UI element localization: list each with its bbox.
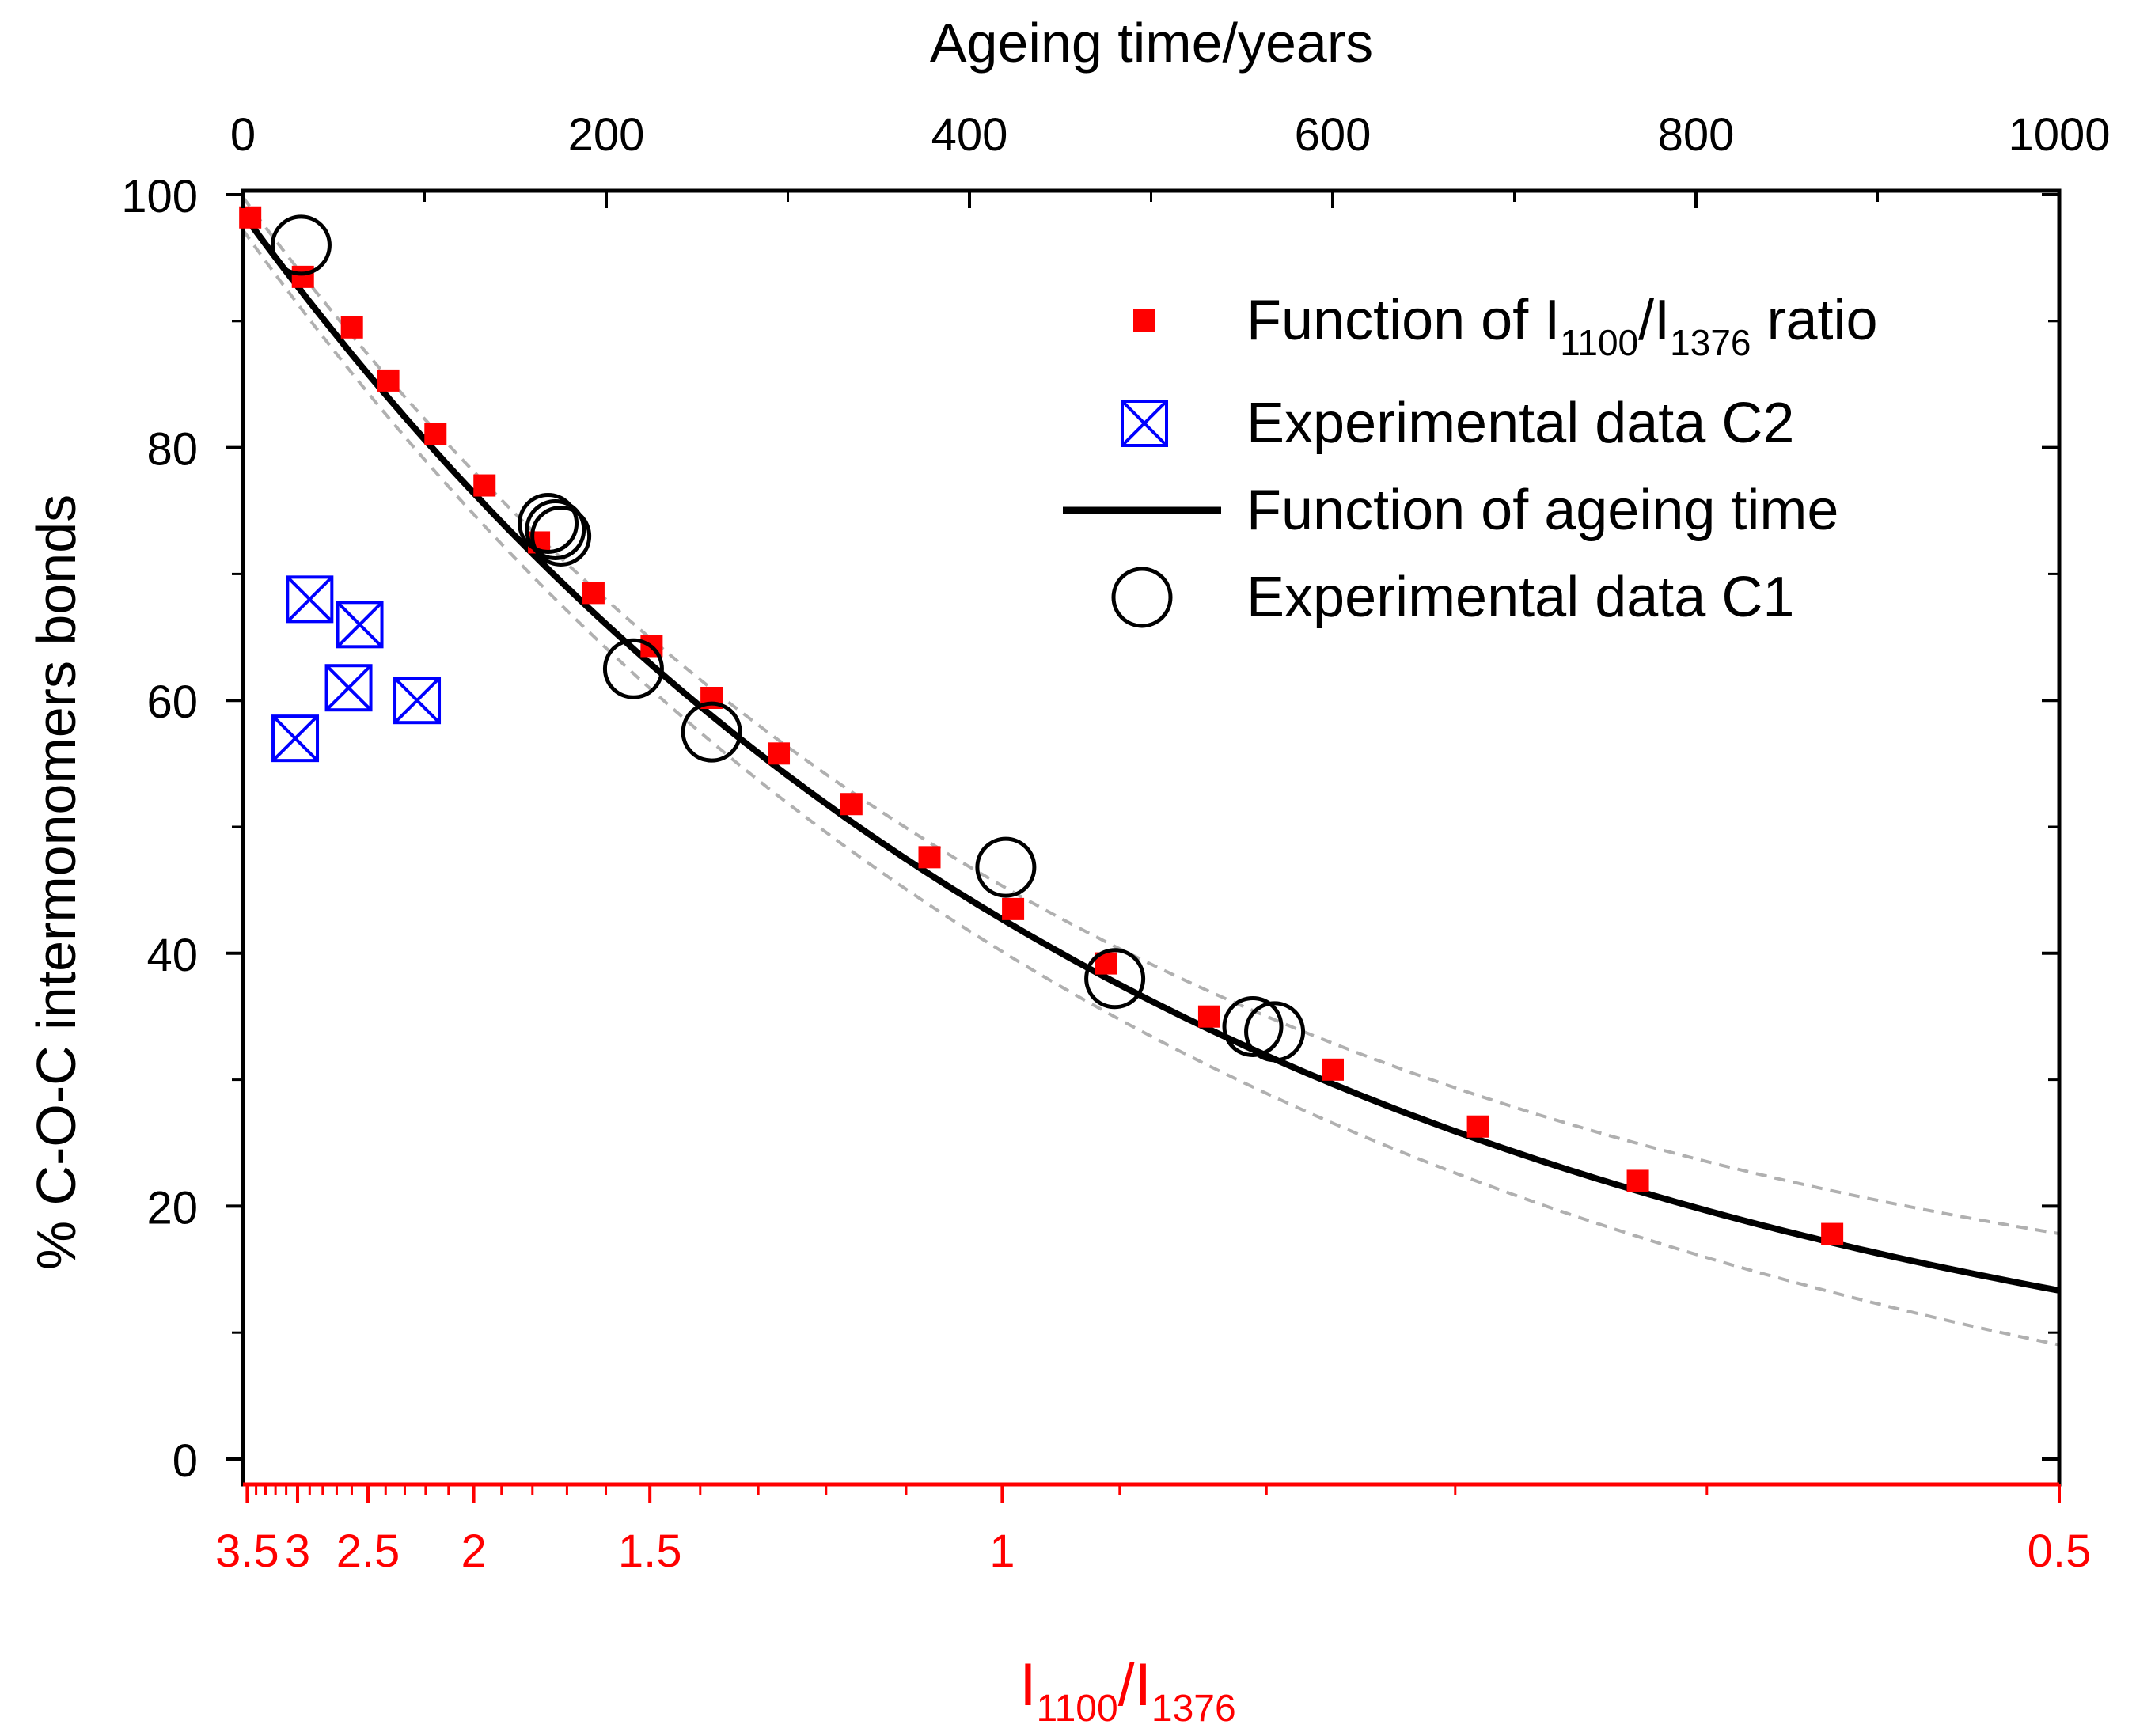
bottom-x-tick-label: 0.5 <box>2028 1526 2092 1577</box>
c2-series <box>271 575 442 763</box>
ratio-point <box>1626 1169 1649 1192</box>
bottom-x-tick-label: 2.5 <box>336 1526 400 1577</box>
bottom-axis-title-sub1: 1100 <box>1036 1688 1117 1730</box>
legend-ratio-label-part: 1376 <box>1670 322 1751 363</box>
c2-cross-b <box>325 664 372 711</box>
c2-box <box>336 601 384 649</box>
c2-point <box>324 664 373 712</box>
c1-point <box>518 492 579 554</box>
c2-box <box>393 677 442 725</box>
bottom-x-tick-label: 1 <box>989 1526 1015 1577</box>
y-axis-title: % C-O-C intermonomers bonds <box>25 495 87 1270</box>
c1-point <box>530 505 592 567</box>
y-tick-label: 20 <box>146 1182 198 1234</box>
ratio-point <box>918 846 941 869</box>
band-lower <box>241 229 2060 1347</box>
plot-frame-rect <box>241 188 2062 1487</box>
bottom-axis-title-base: I <box>1019 1651 1036 1719</box>
c1-series <box>270 214 1306 1063</box>
ratio-point <box>1197 1005 1220 1028</box>
legend-c1-label: Experimental data C1 <box>1246 566 1794 629</box>
ratio-point <box>1002 897 1025 920</box>
legend-ratio-label-part: /I <box>1638 289 1670 352</box>
legend-c2-marker <box>1121 400 1168 447</box>
y-tick-label: 100 <box>121 171 198 222</box>
c2-box <box>324 664 373 712</box>
c1-point <box>975 836 1037 898</box>
legend-ratio-label-part: 1100 <box>1560 322 1638 363</box>
c2-box <box>1121 400 1168 447</box>
legend-c2-label: Experimental data C2 <box>1246 392 1794 455</box>
c2-point <box>286 575 334 624</box>
ratio-point <box>424 423 447 445</box>
legend-ratio-label-part: Function of I <box>1246 289 1560 352</box>
c2-cross-b <box>393 677 441 724</box>
ratio-point <box>582 582 605 605</box>
top-x-tick-label: 200 <box>568 109 645 161</box>
ratio-point <box>340 316 363 339</box>
ratio-point <box>1466 1115 1489 1138</box>
c2-cross-b <box>271 714 319 762</box>
bottom-x-tick-label: 2 <box>461 1526 486 1577</box>
top-x-tick-label: 400 <box>931 109 1008 161</box>
confidence-band <box>241 196 2060 1347</box>
c2-box <box>286 575 334 624</box>
y-tick-label: 80 <box>146 424 198 476</box>
band-upper <box>241 196 2060 1236</box>
c2-box <box>271 714 320 763</box>
ratio-point <box>1821 1222 1844 1245</box>
ratio-point <box>840 793 863 816</box>
c2-cross-b <box>336 601 383 648</box>
c1-point <box>1222 995 1284 1057</box>
legend-ratio-marker <box>1133 309 1155 332</box>
c2-point <box>271 714 320 763</box>
legend-fit-label: Function of ageing time <box>1246 479 1838 542</box>
ratio-point <box>473 474 496 497</box>
top-x-tick-label: 800 <box>1658 109 1735 161</box>
ratio-point <box>1322 1058 1344 1081</box>
ratio-point <box>291 265 314 288</box>
legend-ratio-label-part: ratio <box>1751 289 1878 352</box>
legend-c1-marker <box>1111 567 1173 628</box>
plot-frame <box>241 188 2062 1487</box>
fit-line <box>240 211 2060 1294</box>
top-x-tick-label: 0 <box>230 109 256 161</box>
c2-cross-b <box>286 575 333 623</box>
bottom-axis-title-sub2: 1376 <box>1151 1688 1236 1730</box>
bottom-axis-title-sep: /I <box>1118 1651 1151 1719</box>
c1-point <box>602 638 664 699</box>
bottom-x-tick-label: 3.5 <box>215 1526 279 1577</box>
c2-cross-b <box>1121 400 1168 447</box>
ratio-series <box>239 206 1844 1245</box>
c1-point <box>1084 948 1146 1010</box>
ratio-point <box>768 742 791 765</box>
bottom-x-tick-label: 3 <box>285 1526 310 1577</box>
y-tick-label: 60 <box>146 677 198 728</box>
fit-line-layer <box>240 211 2060 1294</box>
c1-point <box>525 498 586 560</box>
c1-point <box>1244 1001 1306 1063</box>
y-tick-label: 40 <box>146 930 198 981</box>
c1-point <box>270 214 332 276</box>
y-tick-label: 0 <box>173 1435 198 1487</box>
top-axis-title: Ageing time/years <box>930 12 1373 74</box>
bottom-axis-title: I1100/I1376 <box>1019 1651 1235 1730</box>
top-x-tick-label: 1000 <box>2008 109 2110 161</box>
c2-point <box>393 677 442 725</box>
ratio-point <box>239 206 262 229</box>
bottom-x-tick-label: 1.5 <box>618 1526 682 1577</box>
top-x-tick-label: 600 <box>1295 109 1372 161</box>
legend-ratio-label: Function of I1100/I1376 ratio <box>1246 289 1878 363</box>
ratio-point <box>377 369 400 392</box>
c1-point <box>681 701 742 763</box>
c2-point <box>336 601 384 649</box>
legend: Function of I1100/I1376 ratio Experimenta… <box>1063 289 1878 629</box>
